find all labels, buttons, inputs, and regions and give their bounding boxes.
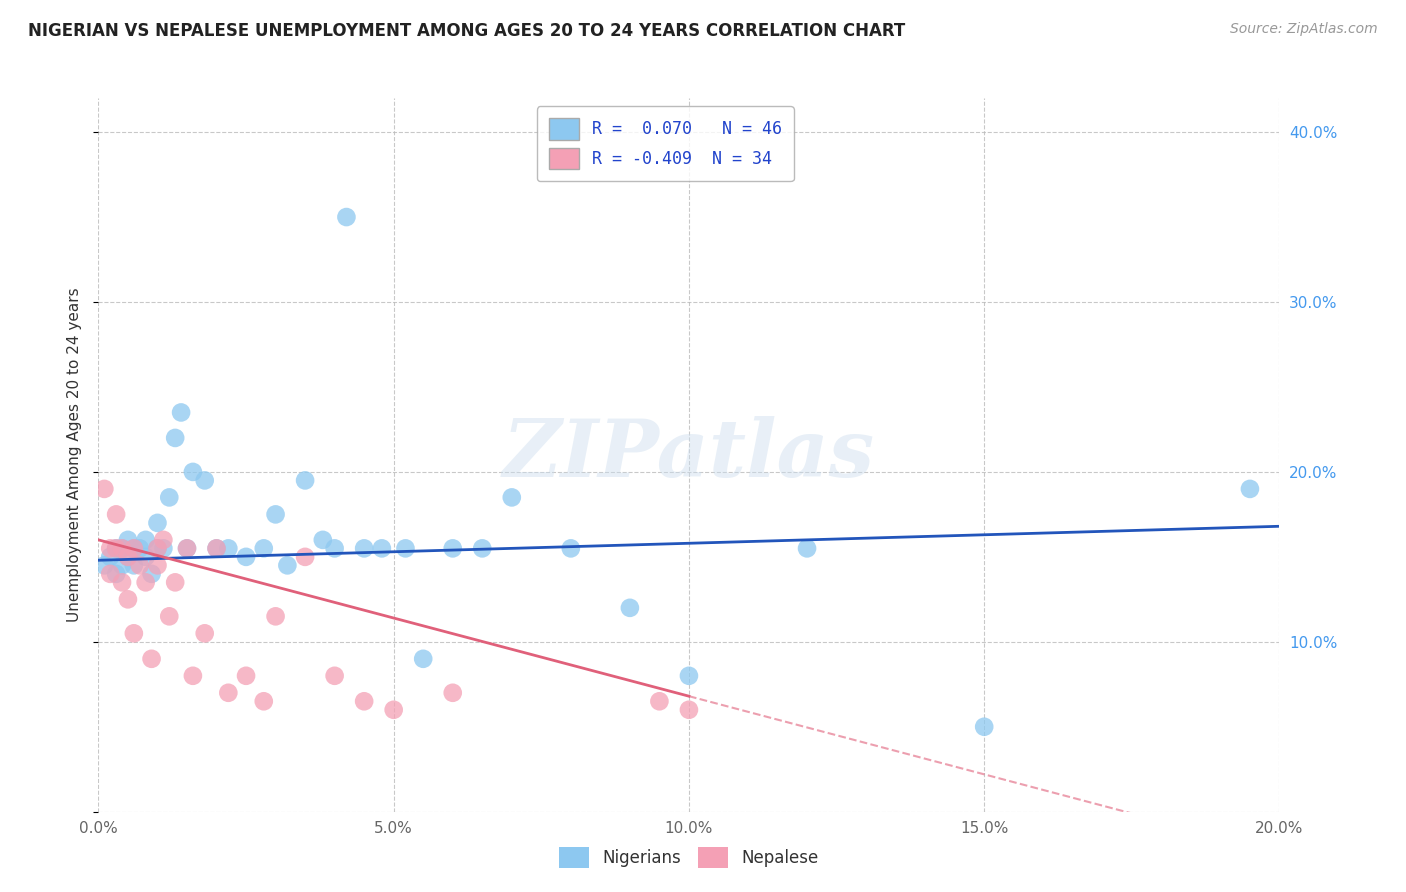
Point xyxy=(205,541,228,556)
Point xyxy=(335,210,357,224)
Point xyxy=(135,575,157,590)
Point xyxy=(264,609,287,624)
Point xyxy=(122,626,145,640)
Point xyxy=(165,575,187,590)
Point xyxy=(323,541,346,556)
Point xyxy=(93,482,115,496)
Point xyxy=(194,626,217,640)
Point xyxy=(105,508,128,522)
Point xyxy=(111,558,134,573)
Point xyxy=(973,720,995,734)
Point xyxy=(471,541,494,556)
Point xyxy=(678,669,700,683)
Point xyxy=(176,541,198,556)
Point xyxy=(312,533,335,547)
Point xyxy=(117,592,139,607)
Point xyxy=(98,566,121,581)
Point xyxy=(560,541,582,556)
Point xyxy=(294,549,316,564)
Point xyxy=(276,558,298,573)
Point xyxy=(152,533,174,547)
Point xyxy=(648,694,671,708)
Point xyxy=(111,575,134,590)
Point xyxy=(412,652,434,666)
Point xyxy=(122,541,145,556)
Point xyxy=(217,686,239,700)
Point xyxy=(796,541,818,556)
Point xyxy=(105,541,128,556)
Point xyxy=(264,508,287,522)
Point xyxy=(98,549,121,564)
Point xyxy=(181,465,204,479)
Point xyxy=(235,549,257,564)
Point xyxy=(353,541,375,556)
Point xyxy=(146,541,169,556)
Text: NIGERIAN VS NEPALESE UNEMPLOYMENT AMONG AGES 20 TO 24 YEARS CORRELATION CHART: NIGERIAN VS NEPALESE UNEMPLOYMENT AMONG … xyxy=(28,22,905,40)
Point xyxy=(217,541,239,556)
Point xyxy=(117,549,139,564)
Point xyxy=(170,405,193,419)
Legend: Nigerians, Nepalese: Nigerians, Nepalese xyxy=(553,840,825,875)
Text: Source: ZipAtlas.com: Source: ZipAtlas.com xyxy=(1230,22,1378,37)
Point xyxy=(111,541,134,556)
Text: ZIPatlas: ZIPatlas xyxy=(503,417,875,493)
Point xyxy=(353,694,375,708)
Point xyxy=(135,533,157,547)
Point xyxy=(141,652,163,666)
Point xyxy=(117,549,139,564)
Point xyxy=(128,541,150,556)
Point xyxy=(117,533,139,547)
Point xyxy=(176,541,198,556)
Point xyxy=(371,541,394,556)
Point xyxy=(253,541,276,556)
Point xyxy=(157,491,180,505)
Point xyxy=(105,566,128,581)
Point xyxy=(294,474,316,488)
Point xyxy=(323,669,346,683)
Y-axis label: Unemployment Among Ages 20 to 24 years: Unemployment Among Ages 20 to 24 years xyxy=(67,287,83,623)
Point xyxy=(122,541,145,556)
Point xyxy=(146,516,169,530)
Point xyxy=(157,609,180,624)
Point xyxy=(122,558,145,573)
Point xyxy=(253,694,276,708)
Point xyxy=(235,669,257,683)
Point xyxy=(98,541,121,556)
Point xyxy=(382,703,405,717)
Point xyxy=(105,541,128,556)
Point xyxy=(205,541,228,556)
Point xyxy=(619,600,641,615)
Point xyxy=(152,541,174,556)
Point xyxy=(165,431,187,445)
Point xyxy=(141,566,163,581)
Point xyxy=(146,541,169,556)
Point xyxy=(135,549,157,564)
Point xyxy=(394,541,416,556)
Point xyxy=(441,541,464,556)
Point xyxy=(181,669,204,683)
Point xyxy=(194,474,217,488)
Point xyxy=(93,558,115,573)
Point xyxy=(128,558,150,573)
Point xyxy=(501,491,523,505)
Point xyxy=(441,686,464,700)
Point xyxy=(678,703,700,717)
Point xyxy=(1239,482,1261,496)
Point xyxy=(146,558,169,573)
Point xyxy=(111,541,134,556)
